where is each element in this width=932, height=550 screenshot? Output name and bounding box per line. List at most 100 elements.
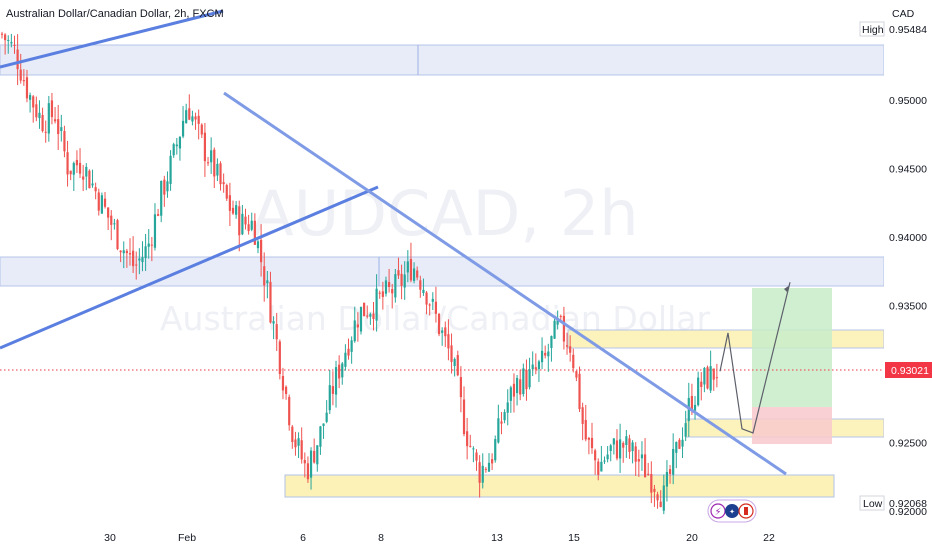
candle-down (400, 273, 403, 286)
time-tick-label: Feb (178, 532, 196, 544)
projection-arrowhead (784, 285, 790, 292)
time-tick-label: 30 (104, 532, 116, 544)
candle-down (712, 368, 715, 380)
candle-up (684, 423, 687, 437)
candle-down (22, 80, 25, 82)
events-group[interactable] (707, 499, 757, 523)
candle-up (319, 426, 322, 447)
candle-down (565, 345, 569, 347)
candle-down (409, 259, 413, 281)
candle-down (425, 292, 428, 305)
candle-down (690, 395, 694, 412)
candle-down (581, 407, 584, 424)
candle-down (647, 473, 650, 475)
candle-down (478, 462, 481, 483)
candle-up (350, 340, 353, 352)
candle-down (578, 373, 581, 410)
candle-up (481, 465, 484, 483)
low-value: 0.92068 (889, 498, 927, 510)
candle-down (484, 468, 487, 470)
candle-down (57, 119, 60, 135)
supply-zone-top[interactable] (0, 44, 885, 76)
candle-down (466, 431, 469, 447)
drawing-zones (0, 44, 885, 498)
symbol-title[interactable]: Australian Dollar/Canadian Dollar, 2h, F… (6, 8, 224, 20)
candle-down (75, 159, 79, 166)
candle-up (160, 180, 163, 216)
support-zone-bottom[interactable] (284, 474, 835, 498)
candle-up (556, 318, 559, 325)
candle-down (203, 132, 207, 162)
canada-flag-leaf (744, 507, 748, 515)
candle-down (110, 215, 113, 225)
candle-up (138, 258, 141, 261)
candle-down (347, 348, 350, 356)
candle-down (197, 115, 200, 124)
low-marker (859, 495, 885, 511)
candle-down (397, 270, 400, 276)
candle-up (662, 485, 665, 511)
candle-down (107, 207, 110, 218)
candle-down (132, 250, 135, 267)
time-axis[interactable]: 30 Feb 6 8 13 15 20 22 (104, 532, 775, 544)
candle-down (78, 162, 82, 174)
candle-down (35, 104, 38, 118)
candle-up (522, 368, 525, 395)
price-axis[interactable]: CAD High 0.95484 0.95000 0.94500 0.94000 0.… (859, 0, 932, 530)
candle-up (7, 39, 10, 41)
australia-flag-star: ✦ (729, 508, 735, 516)
candle-down (594, 450, 597, 461)
candle-up (325, 412, 328, 422)
candle-up (72, 163, 75, 175)
candle-down (263, 266, 266, 286)
event-icons: ⚡ ✦ (707, 499, 757, 523)
candle-up (472, 448, 475, 450)
candle-down (269, 281, 272, 323)
candle-down (544, 352, 547, 356)
candle-down (575, 371, 578, 378)
candle-down (584, 419, 587, 440)
candle-down (569, 346, 572, 353)
candle-down (331, 386, 335, 394)
candle-down (0, 33, 4, 35)
descending-trendline[interactable] (223, 91, 787, 476)
upper-rising-trendline[interactable] (0, 9, 224, 69)
candle-up (487, 462, 491, 472)
resistance-zone-mid[interactable] (0, 256, 885, 287)
candle-down (4, 34, 7, 41)
candle-down (303, 459, 306, 464)
candle-down (247, 224, 250, 232)
candle-down (135, 264, 138, 266)
candle-down (41, 115, 44, 132)
candle-up (113, 223, 116, 225)
candle-up (537, 361, 541, 370)
candle-down (260, 239, 263, 263)
candle-up (256, 241, 260, 249)
candle-down (475, 452, 478, 461)
candle-up (503, 412, 506, 421)
candle-up (422, 289, 425, 293)
candle-up (60, 127, 63, 132)
candle-down (590, 437, 594, 449)
low-label: Low (863, 498, 883, 510)
candle-down (16, 49, 19, 70)
candle-down (656, 494, 659, 501)
target-area[interactable] (752, 288, 832, 407)
lower-rising-trendline[interactable] (0, 185, 379, 350)
candle-up (266, 280, 269, 284)
candle-up (509, 387, 512, 401)
candle-down (456, 355, 459, 376)
candle-down (156, 214, 160, 216)
stop-area[interactable] (752, 407, 832, 444)
last-price-badge (885, 362, 932, 378)
australia-flag-icon[interactable] (725, 504, 739, 518)
candle-down (534, 367, 537, 370)
long-position-tool[interactable] (752, 288, 832, 444)
projection-path[interactable] (719, 282, 791, 434)
candle-down (19, 69, 22, 81)
candle-down (587, 437, 590, 440)
candle-down (519, 379, 522, 395)
candle-up (341, 363, 344, 378)
time-tick-label: 6 (300, 532, 306, 544)
